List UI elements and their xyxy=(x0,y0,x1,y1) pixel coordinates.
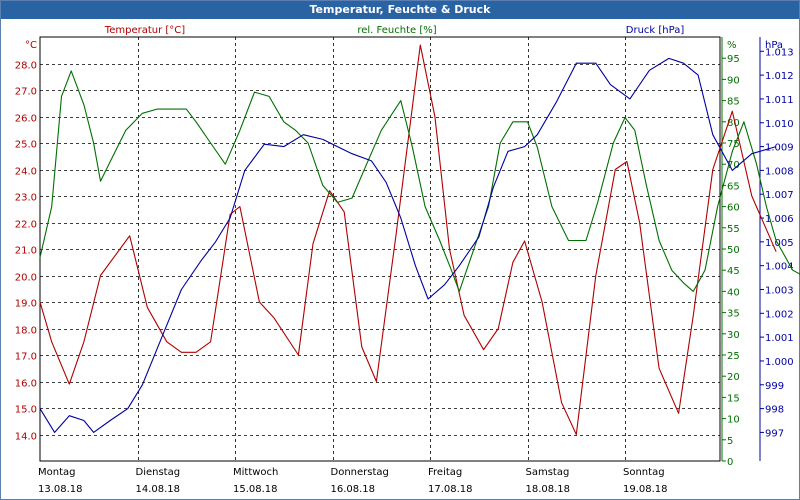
x-day-label: Freitag xyxy=(428,467,462,478)
pressure-tick-label: 1.009 xyxy=(765,143,794,154)
left-tick-label: 26.0 xyxy=(15,114,37,125)
humidity-tick-label: 95 xyxy=(727,54,740,65)
humidity-tick-label: 30 xyxy=(727,330,740,341)
x-date-label: 15.08.18 xyxy=(233,484,278,495)
left-tick-label: 21.0 xyxy=(15,246,37,257)
humidity-axis-unit: % xyxy=(727,40,737,51)
x-date-label: 18.08.18 xyxy=(526,484,571,495)
humidity-tick-label: 40 xyxy=(727,287,740,298)
x-date-label: 14.08.18 xyxy=(136,484,181,495)
pressure-tick-label: 998 xyxy=(765,405,784,416)
x-day-label: Dienstag xyxy=(136,467,181,478)
pressure-axis-unit: hPa xyxy=(765,40,783,51)
pressure-tick-label: 1.006 xyxy=(765,214,794,225)
humidity-tick-label: 20 xyxy=(727,372,740,383)
temperature-line xyxy=(39,44,777,436)
left-tick-label: 19.0 xyxy=(15,299,37,310)
humidity-tick-label: 50 xyxy=(727,245,740,256)
x-date-label: 16.08.18 xyxy=(331,484,376,495)
x-date-label: 17.08.18 xyxy=(428,484,473,495)
left-tick-label: 25.0 xyxy=(15,140,37,151)
left-tick-label: 23.0 xyxy=(15,193,37,204)
plot-area xyxy=(39,36,721,462)
humidity-axis-title: rel. Feuchte [%] xyxy=(357,25,436,36)
humidity-tick-label: 90 xyxy=(727,75,740,86)
pressure-tick-label: 1.013 xyxy=(765,47,794,58)
humidity-tick-label: 10 xyxy=(727,415,740,426)
pressure-tick-label: 1.011 xyxy=(765,95,794,106)
x-date-label: 19.08.18 xyxy=(623,484,668,495)
humidity-tick-label: 15 xyxy=(727,393,740,404)
left-axis-title: Temperatur [°C] xyxy=(104,25,185,36)
left-tick-label: 28.0 xyxy=(15,61,37,72)
pressure-tick-label: 1.008 xyxy=(765,166,794,177)
pressure-tick-label: 1.005 xyxy=(765,238,794,249)
left-tick-label: 18.0 xyxy=(15,326,37,337)
humidity-tick-label: 0 xyxy=(727,457,733,468)
pressure-tick-label: 1.000 xyxy=(765,357,794,368)
humidity-tick-label: 85 xyxy=(727,97,740,108)
pressure-tick-label: 999 xyxy=(765,381,784,392)
pressure-tick-label: 1.003 xyxy=(765,285,794,296)
x-day-label: Montag xyxy=(38,467,75,478)
humidity-tick-label: 55 xyxy=(727,224,740,235)
left-tick-label: 15.0 xyxy=(15,405,37,416)
pressure-tick-label: 1.002 xyxy=(765,309,794,320)
humidity-tick-label: 75 xyxy=(727,139,740,150)
left-tick-label: 16.0 xyxy=(15,379,37,390)
window-title: Temperatur, Feuchte & Druck xyxy=(1,1,799,19)
x-day-label: Donnerstag xyxy=(331,467,389,478)
pressure-tick-label: 1.012 xyxy=(765,71,794,82)
pressure-line xyxy=(39,57,777,433)
humidity-tick-label: 60 xyxy=(727,203,740,214)
x-day-label: Samstag xyxy=(526,467,570,478)
left-tick-label: 27.0 xyxy=(15,87,37,98)
pressure-tick-label: 997 xyxy=(765,428,784,439)
pressure-tick-label: 1.004 xyxy=(765,262,794,273)
humidity-tick-label: 65 xyxy=(727,181,740,192)
humidity-tick-label: 45 xyxy=(727,266,740,277)
humidity-tick-label: 35 xyxy=(727,309,740,320)
x-date-label: 13.08.18 xyxy=(38,484,83,495)
humidity-tick-label: 70 xyxy=(727,160,740,171)
left-tick-label: 14.0 xyxy=(15,432,37,443)
left-tick-label: 20.0 xyxy=(15,273,37,284)
pressure-tick-label: 1.007 xyxy=(765,190,794,201)
left-tick-label: 22.0 xyxy=(15,220,37,231)
left-axis-unit: °C xyxy=(25,40,37,51)
x-day-label: Sonntag xyxy=(623,467,665,478)
pressure-tick-label: 1.001 xyxy=(765,333,794,344)
pressure-tick-label: 1.010 xyxy=(765,119,794,130)
humidity-tick-label: 5 xyxy=(727,436,733,447)
humidity-tick-label: 25 xyxy=(727,351,740,362)
humidity-line xyxy=(39,70,800,292)
left-tick-label: 17.0 xyxy=(15,352,37,363)
x-day-label: Mittwoch xyxy=(233,467,278,478)
humidity-tick-label: 80 xyxy=(727,118,740,129)
left-tick-label: 24.0 xyxy=(15,167,37,178)
pressure-axis-title: Druck [hPa] xyxy=(626,25,685,36)
